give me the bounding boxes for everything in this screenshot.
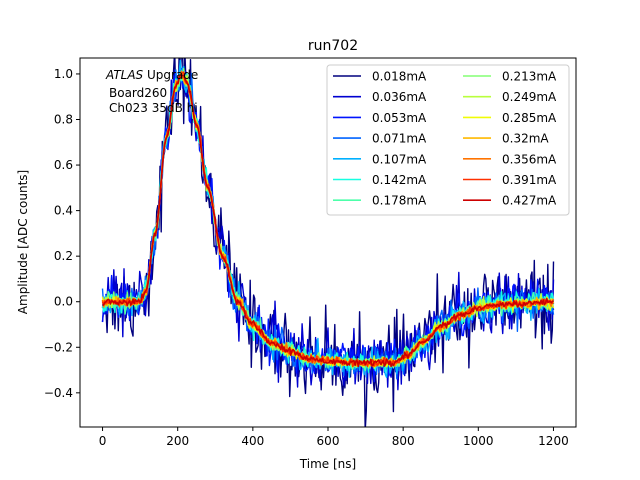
legend-entry: 0.356mA xyxy=(502,152,557,166)
annotation: ATLAS Upgrade Board260 Ch023 35dB hi xyxy=(105,68,198,115)
legend-entry: 0.071mA xyxy=(372,132,427,146)
legend-entry: 0.036mA xyxy=(372,90,427,104)
y-tick-label: 0.2 xyxy=(54,249,73,263)
legend-entry: 0.285mA xyxy=(502,111,557,125)
legend-entry: 0.178mA xyxy=(372,194,427,208)
legend-entry: 0.32mA xyxy=(502,132,549,146)
legend-frame xyxy=(326,64,570,216)
x-axis-ticks: 0 200 400 600 800 1000 1200 xyxy=(99,427,569,448)
legend-entry: 0.391mA xyxy=(502,173,557,187)
y-tick-label: 0.0 xyxy=(54,295,73,309)
legend-entry: 0.018mA xyxy=(372,70,427,84)
y-tick-label: 0.8 xyxy=(54,113,73,127)
y-tick-label: 0.4 xyxy=(54,204,73,218)
annotation-line-1: ATLAS Upgrade xyxy=(105,68,198,82)
legend-entry: 0.142mA xyxy=(372,173,427,187)
x-tick-label: 400 xyxy=(241,434,264,448)
x-tick-label: 1000 xyxy=(463,434,494,448)
legend-entry: 0.249mA xyxy=(502,90,557,104)
x-tick-label: 0 xyxy=(99,434,107,448)
y-tick-label: −0.2 xyxy=(44,340,73,354)
annotation-upgrade: Upgrade xyxy=(143,68,198,82)
legend-entry: 0.427mA xyxy=(502,194,557,208)
plot-area xyxy=(101,58,555,427)
y-tick-label: 0.6 xyxy=(54,158,73,172)
y-axis-ticks: −0.4 −0.2 0.0 0.2 0.4 0.6 0.8 1.0 xyxy=(44,67,80,400)
y-axis-label: Amplitude [ADC counts] xyxy=(16,170,30,314)
legend-entry: 0.213mA xyxy=(502,70,557,84)
x-axis-label: Time [ns] xyxy=(299,457,356,471)
legend-entry: 0.053mA xyxy=(372,111,427,125)
y-tick-label: −0.4 xyxy=(44,386,73,400)
y-tick-label: 1.0 xyxy=(54,67,73,81)
annotation-line-2: Board260 xyxy=(109,86,167,100)
chart-title: run702 xyxy=(308,38,358,54)
annotation-line-3: Ch023 35dB hi xyxy=(109,101,198,115)
series-layer xyxy=(101,58,555,427)
legend: 0.018mA 0.036mA 0.053mA 0.071mA 0.107mA 0.142… xyxy=(326,64,570,216)
annotation-atlas: ATLAS xyxy=(105,68,144,82)
x-tick-label: 1200 xyxy=(538,434,569,448)
series-line-0.427mA xyxy=(102,74,555,368)
x-tick-label: 800 xyxy=(392,434,415,448)
x-tick-label: 200 xyxy=(166,434,189,448)
legend-entry: 0.107mA xyxy=(372,152,427,166)
x-tick-label: 600 xyxy=(317,434,340,448)
